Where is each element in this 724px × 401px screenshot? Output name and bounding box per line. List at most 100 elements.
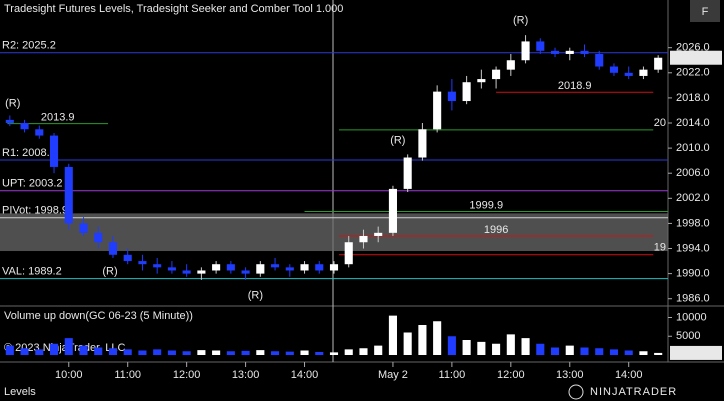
candle-body (433, 91, 442, 130)
candle-body (359, 235, 368, 243)
y-tick-label: 1986.0 (676, 293, 710, 305)
button-label[interactable]: F (702, 6, 709, 18)
last-price-box (670, 50, 722, 65)
footer-tab[interactable]: Levels (4, 386, 36, 398)
signal-marker: (R) (5, 97, 20, 109)
x-tick-label: 13:00 (232, 369, 260, 381)
volume-bar (315, 352, 324, 355)
candle-body (285, 267, 294, 271)
y-tick-label: 2022.0 (676, 67, 710, 79)
volume-bar (433, 321, 442, 355)
volume-bar (271, 351, 280, 355)
volume-bar (344, 349, 353, 355)
brand-logo (568, 384, 584, 400)
y-tick-label: 2006.0 (676, 167, 710, 179)
candle-body (197, 270, 206, 274)
y-tick-label: 1990.0 (676, 268, 710, 280)
candle-body (536, 41, 545, 51)
y-tick-label: 2018.0 (676, 92, 710, 104)
candle-body (654, 57, 663, 70)
candle-body (315, 264, 324, 271)
volume-bar (462, 340, 471, 355)
volume-bar (94, 347, 103, 355)
x-tick-label: 11:00 (439, 369, 466, 381)
candle-body (344, 242, 353, 265)
x-tick-label: 12:00 (497, 369, 525, 381)
x-tick-label: May 2 (378, 369, 408, 381)
candle-body (64, 166, 73, 224)
y-tick-label: 1998.0 (676, 217, 710, 229)
volume-bar (197, 350, 206, 355)
signal-marker: (R) (390, 134, 405, 146)
signal-marker: (R) (102, 266, 117, 278)
y-tick-label: 2010.0 (676, 142, 710, 154)
last-volume-label: 554 (676, 347, 694, 359)
volume-title: Volume up down(GC 06-23 (5 Minute)) (4, 310, 193, 322)
level-label: R1: 2008.1 (2, 147, 56, 159)
volume-bar (167, 350, 176, 355)
candle-body (624, 72, 633, 76)
volume-bar (654, 352, 663, 355)
volume-bar (492, 343, 501, 355)
candle-body (241, 270, 250, 274)
volume-bar (79, 345, 88, 355)
volume-bar (256, 350, 265, 355)
volume-bar (609, 349, 619, 355)
volume-bar (550, 347, 560, 355)
volume-bar (521, 338, 530, 355)
candle-body (94, 232, 103, 243)
level-label: 1999.9 (469, 199, 503, 211)
level-label: UPT: 2003.2 (2, 178, 63, 190)
level-label: 2018.9 (558, 80, 592, 92)
candle-body (639, 69, 648, 76)
level-label: PIVot: 1998.9 (2, 205, 68, 217)
volume-bar (506, 334, 515, 355)
volume-bar (138, 350, 147, 355)
candle-body (565, 50, 574, 54)
candle-body (20, 123, 29, 130)
level-label: 1996 (484, 224, 508, 236)
volume-bar (477, 341, 486, 355)
level-label: 19 (654, 242, 666, 254)
volume-bar (595, 348, 604, 355)
level-label: 20 (654, 117, 666, 129)
volume-bar (300, 350, 309, 355)
candle-body (595, 53, 604, 67)
volume-bar (388, 315, 397, 355)
volume-bar (49, 343, 59, 355)
brand: NINJATRADER (590, 386, 677, 398)
candle-body (49, 135, 59, 167)
volume-tick-label: 10000 (676, 311, 707, 323)
volume-bar (624, 350, 633, 355)
candle-body (212, 264, 221, 271)
candle-body (492, 69, 501, 80)
x-tick-label: 13:00 (556, 369, 584, 381)
candle-body (462, 82, 471, 102)
candle-body (167, 267, 176, 271)
candle-body (138, 261, 147, 265)
candle-body (521, 41, 530, 61)
volume-bar (64, 338, 73, 355)
x-tick-label: 12:00 (173, 369, 201, 381)
button[interactable] (690, 0, 720, 22)
candle-body (580, 50, 589, 54)
volume-tick-label: 5000 (676, 330, 700, 342)
candle-body (374, 232, 383, 236)
volume-bar (580, 347, 589, 355)
x-tick-label: 14:00 (291, 369, 319, 381)
signal-marker: (R) (248, 289, 263, 301)
volume-bar (374, 345, 383, 355)
last-volume-box (670, 345, 722, 360)
volume-bar (447, 336, 456, 355)
x-tick-label: 14:00 (615, 369, 643, 381)
volume-bar (359, 348, 368, 355)
candle-body (182, 270, 191, 274)
candle-body (477, 79, 486, 83)
value-area (0, 213, 668, 252)
volume-bar (182, 351, 191, 355)
candle-body (226, 264, 235, 271)
volume-bar (403, 332, 412, 355)
